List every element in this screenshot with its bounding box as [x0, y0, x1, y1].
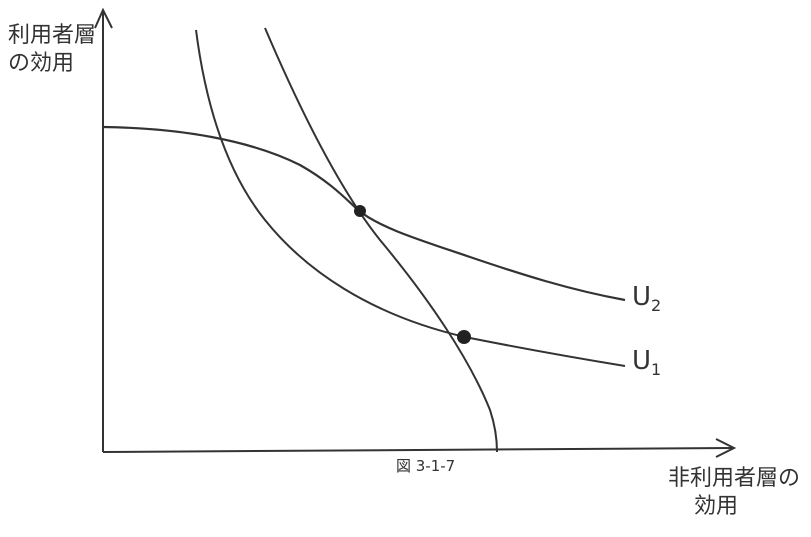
curve-label-u2-sub: 2 [651, 296, 662, 316]
curve-label-u1-name: U [632, 346, 652, 376]
y-axis-label-line-2: の効用 [8, 51, 75, 76]
figure-caption: 図 3-1-7 [396, 457, 456, 475]
steep-curve-inner [195, 29, 466, 338]
x-axis-label-line-1: 非利用者層の [668, 466, 801, 491]
curve-label-u2: U2 [632, 282, 661, 315]
curve-u1 [464, 336, 626, 367]
x-axis [102, 447, 733, 453]
intersection-point-lower [457, 330, 471, 344]
y-axis-label-line-1: 利用者層 [8, 23, 97, 48]
curve-label-u2-name: U [632, 282, 652, 312]
x-axis-arrowhead [715, 438, 737, 458]
steep-curve-outer [264, 27, 498, 453]
intersection-point-upper [354, 205, 366, 217]
x-axis-label-line-2: 効用 [694, 494, 739, 519]
y-axis-arrowhead [94, 7, 113, 29]
x-axis-label: 非利用者層の 効用 [668, 465, 800, 521]
y-axis-label: 利用者層 の効用 [8, 22, 96, 78]
curve-label-u1: U1 [632, 346, 661, 379]
curve-label-u1-sub: 1 [651, 360, 662, 380]
